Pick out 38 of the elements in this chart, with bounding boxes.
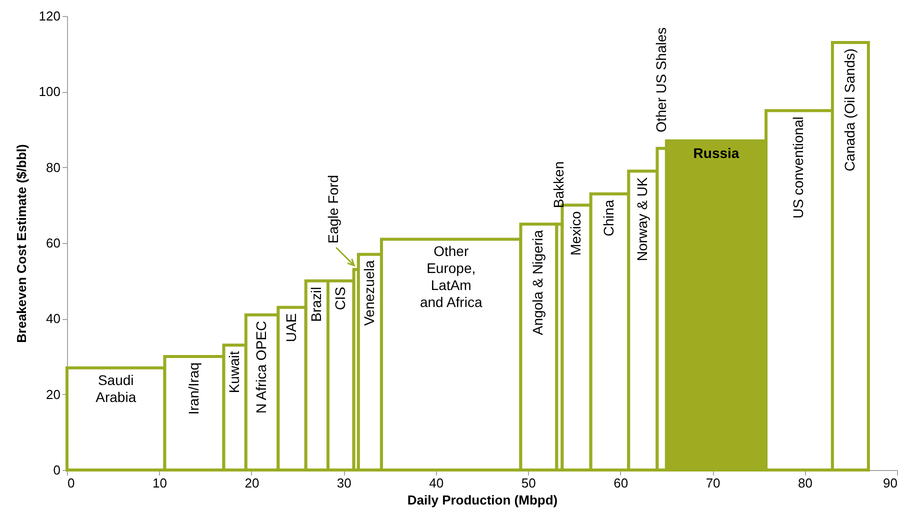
y-tick-label: 80	[46, 160, 60, 175]
x-tick-label: 30	[336, 476, 352, 490]
annotation: Russia	[693, 144, 740, 161]
x-tick-label: 80	[798, 476, 813, 490]
x-tick-label: 0	[68, 476, 75, 490]
annotation: Other Europe, LatAm and Africa	[420, 243, 482, 310]
y-tick-label: 0	[53, 462, 60, 478]
annotation: Norway & UK	[634, 176, 650, 262]
annotation: Canada (Oil Sands)	[841, 48, 858, 172]
y-tick-label: 20	[46, 386, 60, 402]
x-tick-label: 90	[883, 476, 898, 490]
x-tick-label: 70	[706, 476, 720, 490]
x-tick-label: 20	[244, 476, 260, 490]
annotation: UAE	[283, 313, 300, 342]
y-tick-label: 60	[46, 236, 60, 250]
x-tick-label: 40	[429, 476, 444, 490]
annotation: Iran/Iraq	[185, 362, 202, 415]
annotation: CIS	[332, 286, 348, 310]
y-tick-label: 120	[38, 8, 60, 24]
y-tick-label: 40	[46, 311, 60, 326]
annotation: Bakken	[550, 161, 566, 208]
y-axis-title: Breakeven Cost Estimate ($/bbl)	[14, 144, 29, 343]
annotation: N Africa OPEC	[253, 320, 270, 414]
x-tick-label: 10	[152, 476, 167, 490]
x-tick-label: 50	[521, 476, 536, 490]
annotation: US conventional	[790, 116, 806, 219]
annotation: Eagle Ford	[325, 175, 342, 244]
y-tick-label: 100	[38, 84, 60, 100]
annotation: Saudi Arabia	[96, 372, 136, 405]
annotation: Kuwait	[226, 351, 242, 394]
annotation: China	[600, 200, 617, 236]
x-axis-title: Daily Production (Mbpd)	[407, 492, 558, 508]
annotation: Brazil	[308, 286, 324, 322]
x-tick-label: 60	[614, 476, 628, 490]
annotation: Mexico	[568, 210, 584, 256]
annotation: Angola & Nigeria	[530, 230, 546, 336]
annotation: Venezuela	[360, 260, 377, 326]
annotation: Other US Shales	[652, 27, 669, 132]
